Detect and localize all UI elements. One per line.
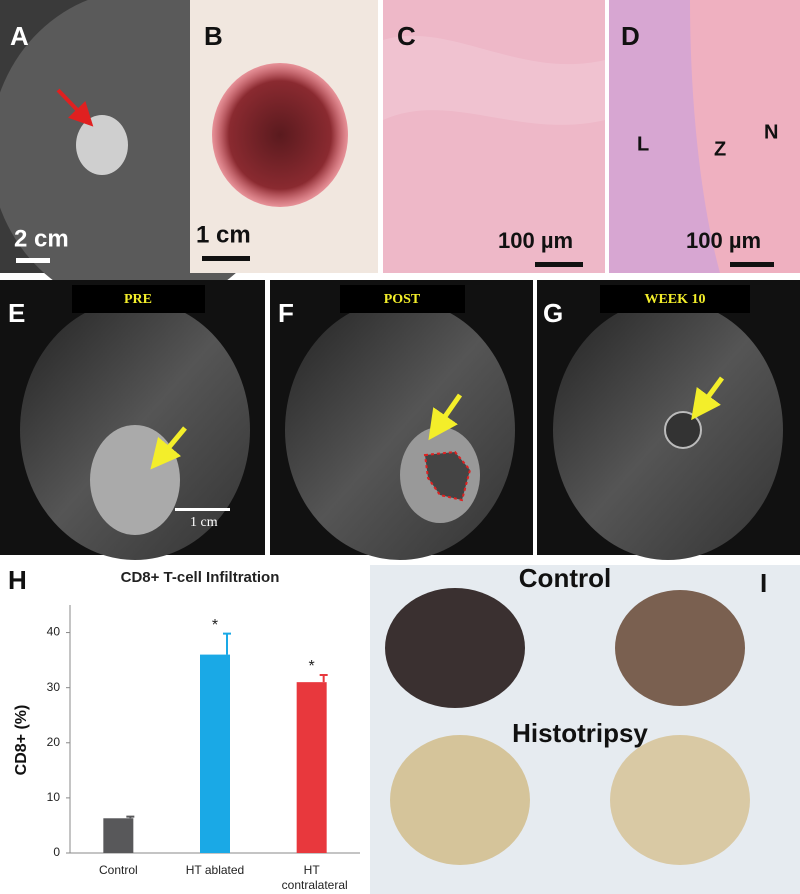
- group-label: Histotripsy: [512, 718, 648, 748]
- scale-label: 1 cm: [190, 515, 218, 530]
- y-tick-label: 0: [53, 845, 60, 859]
- panel-tag: POST: [384, 292, 421, 307]
- y-tick-label: 10: [47, 790, 61, 804]
- bar: [200, 654, 230, 853]
- x-tick-label: HT contralateral: [281, 863, 348, 892]
- region-label: N: [764, 121, 778, 143]
- scale-label: 2 cm: [14, 225, 69, 252]
- bar: [103, 818, 134, 853]
- y-tick-label: 40: [47, 625, 61, 639]
- y-tick-label: 30: [47, 680, 61, 694]
- panel-e: PRE E 1 cm: [0, 280, 265, 560]
- panel-tag: WEEK 10: [644, 292, 705, 307]
- bar: [296, 682, 327, 853]
- scale-label: 100 µm: [686, 228, 761, 253]
- panel-b: B 1 cm: [190, 0, 378, 273]
- region-label: L: [637, 133, 649, 155]
- panel-label: B: [204, 21, 223, 51]
- panel-g: WEEK 10 G: [537, 280, 800, 560]
- significance-label: *: [212, 617, 218, 634]
- panel-label: I: [760, 568, 767, 598]
- panel-label: F: [278, 298, 294, 328]
- panel-label: D: [621, 21, 640, 51]
- error-bar: [223, 632, 231, 655]
- scale-label: 1 cm: [196, 221, 251, 248]
- scale-label: 100 µm: [498, 228, 573, 253]
- error-bar: [126, 815, 135, 819]
- region-label: Z: [714, 138, 726, 160]
- panel-i: Control Histotripsy I: [370, 563, 800, 894]
- panel-f: POST F: [270, 280, 533, 560]
- panel-label: C: [397, 21, 416, 51]
- panel-d: D L Z N 100 µm: [609, 0, 800, 273]
- panel-label: E: [8, 298, 25, 328]
- group-label: Control: [519, 563, 611, 593]
- panel-label: H: [8, 565, 27, 595]
- significance-label: *: [309, 658, 315, 675]
- panel-tag: PRE: [124, 292, 152, 307]
- y-tick-label: 20: [47, 735, 61, 749]
- y-axis-label: CD8+ (%): [13, 705, 30, 776]
- x-tick-label: Control: [98, 863, 138, 877]
- x-tick-label: HT ablated: [185, 863, 245, 877]
- panel-label: A: [10, 21, 29, 51]
- panel-label: G: [543, 298, 563, 328]
- error-bar: [319, 673, 328, 683]
- panel-c: C 100 µm: [383, 0, 605, 273]
- chart-title: CD8+ T-cell Infiltration: [121, 569, 280, 586]
- panel-h-chart: H CD8+ T-cell Infiltration CD8+ (%) 0 10 2…: [8, 565, 360, 859]
